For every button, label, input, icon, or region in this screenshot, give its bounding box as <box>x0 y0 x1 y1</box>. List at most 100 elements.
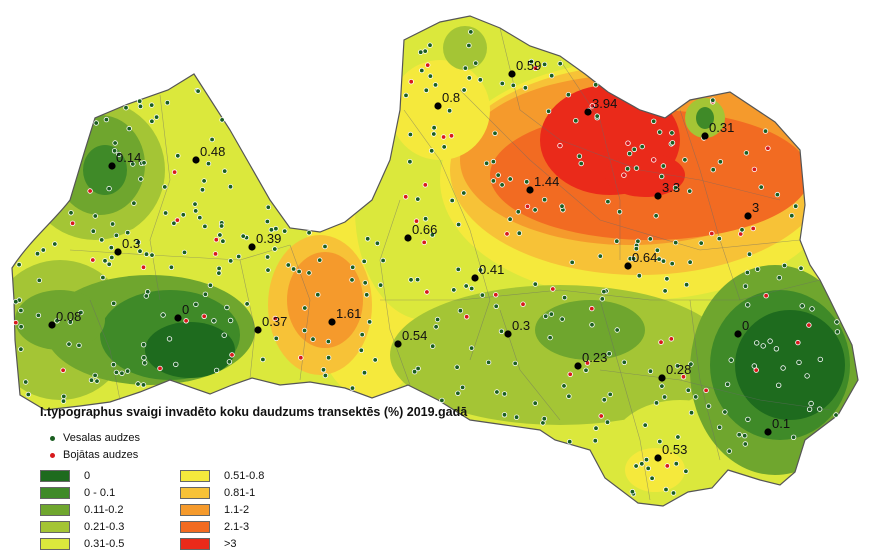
healthy-stand-dot <box>742 441 748 447</box>
healthy-stand-dot <box>499 80 505 87</box>
legend-swatch <box>180 537 210 550</box>
legend-class-label: 2.1-3 <box>224 520 250 533</box>
district-boundaries <box>69 27 831 501</box>
measurement-marker <box>744 212 752 220</box>
healthy-stand-dot <box>207 282 214 288</box>
damaged-stand-dot <box>550 286 556 292</box>
damaged-stand-dot <box>806 322 812 328</box>
measurement-value-label: 1.61 <box>336 306 361 321</box>
healthy-stand-dot <box>372 357 378 363</box>
healthy-stand-dot <box>431 131 437 137</box>
healthy-stand-dot <box>227 258 234 264</box>
healthy-stand-dot <box>124 368 131 374</box>
measurement-value-label: 0.31 <box>709 120 734 135</box>
healthy-stand-dot <box>710 97 716 103</box>
healthy-stand-dot <box>616 209 623 215</box>
healthy-stand-dot <box>213 367 220 374</box>
healthy-stand-dot <box>60 398 67 404</box>
healthy-stand-dot <box>221 332 227 338</box>
damaged-stand-dot <box>422 182 428 188</box>
healthy-stand-dot <box>799 303 805 309</box>
measurement-marker <box>108 162 116 170</box>
healthy-stand-dot <box>687 188 693 194</box>
healthy-stand-dot <box>633 165 640 171</box>
measurement-marker <box>254 326 262 334</box>
healthy-stand-dot <box>662 288 668 294</box>
healthy-stand-dot <box>113 369 120 376</box>
healthy-stand-dot <box>359 331 365 338</box>
healthy-stand-dot <box>240 233 246 239</box>
legend-class-row: 0.11-0.2 <box>40 502 124 519</box>
healthy-stand-dot <box>745 416 751 423</box>
damaged-stand-dot <box>60 367 66 373</box>
healthy-stand-dot <box>168 264 175 270</box>
healthy-stand-dot <box>273 335 279 342</box>
healthy-stand-dot <box>119 370 125 376</box>
healthy-stand-dot <box>607 391 613 398</box>
damaged-stand-dot <box>664 463 670 469</box>
healthy-stand-dot <box>573 117 579 124</box>
measurement-marker <box>526 186 534 194</box>
damaged-stand-dot <box>421 239 427 246</box>
healthy-stand-dot <box>569 259 575 266</box>
healthy-stand-dot <box>374 240 381 246</box>
healthy-stand-dot <box>265 204 271 210</box>
healthy-stand-dot <box>18 324 24 330</box>
healthy-stand-dot <box>682 157 688 163</box>
healthy-stand-dot <box>218 223 225 229</box>
damaged-stand-dot <box>524 203 531 210</box>
healthy-stand-dot <box>746 251 753 257</box>
damaged-stand-dot <box>589 305 595 312</box>
damaged-stand-dot <box>621 172 627 178</box>
measurement-marker <box>624 262 632 270</box>
healthy-stand-dot <box>541 416 547 422</box>
healthy-stand-dot <box>674 363 681 369</box>
healthy-stand-dot <box>559 203 565 209</box>
healthy-stand-dot <box>683 468 689 474</box>
healthy-stand-dot <box>776 275 782 281</box>
healthy-stand-dot <box>285 262 291 268</box>
healthy-stand-dot <box>407 158 413 165</box>
healthy-stand-dot <box>501 412 508 418</box>
damaged-stand-dot <box>584 360 591 366</box>
healthy-stand-dot <box>653 213 659 219</box>
legend-class-row: 2.1-3 <box>180 518 264 535</box>
healthy-stand-dot <box>543 313 549 319</box>
healthy-stand-dot <box>561 294 568 301</box>
healthy-stand-dot <box>663 486 669 493</box>
healthy-stand-dot <box>532 281 538 287</box>
sample-points <box>13 29 841 497</box>
healthy-stand-dot <box>320 367 327 373</box>
healthy-stand-dot <box>195 88 201 94</box>
healthy-stand-dot <box>143 293 149 299</box>
healthy-stand-dot <box>743 150 750 156</box>
healthy-stand-dot <box>499 182 505 188</box>
healthy-stand-dot <box>36 277 42 284</box>
healthy-stand-dot <box>362 280 368 286</box>
healthy-stand-dot <box>140 382 147 388</box>
healthy-stand-dot <box>601 397 607 403</box>
legend-swatch <box>180 487 210 500</box>
healthy-stand-dot <box>651 118 657 124</box>
healthy-stand-dot <box>466 75 472 81</box>
legend-class-label: 1.1-2 <box>224 503 250 516</box>
healthy-stand-dot <box>322 372 329 379</box>
damaged-stand-dot <box>750 225 756 232</box>
healthy-stand-dot <box>227 183 234 190</box>
healthy-stand-dot <box>162 184 168 190</box>
healthy-stand-dot <box>282 228 288 234</box>
healthy-stand-dot <box>201 178 207 184</box>
healthy-stand-dot <box>693 394 699 400</box>
damaged-stand-dot <box>751 166 758 173</box>
healthy-stand-dot <box>414 276 421 283</box>
healthy-stand-dot <box>762 128 769 134</box>
healthy-stand-dot <box>290 266 297 272</box>
healthy-stand-dot <box>296 268 302 275</box>
damaged-stand-dot <box>403 194 409 200</box>
healthy-stand-dot <box>751 363 757 369</box>
healthy-stand-dot <box>657 129 663 135</box>
healthy-stand-dot <box>137 248 143 254</box>
measurement-marker <box>654 192 662 200</box>
legend-class-label: 0 - 0.1 <box>84 487 116 500</box>
